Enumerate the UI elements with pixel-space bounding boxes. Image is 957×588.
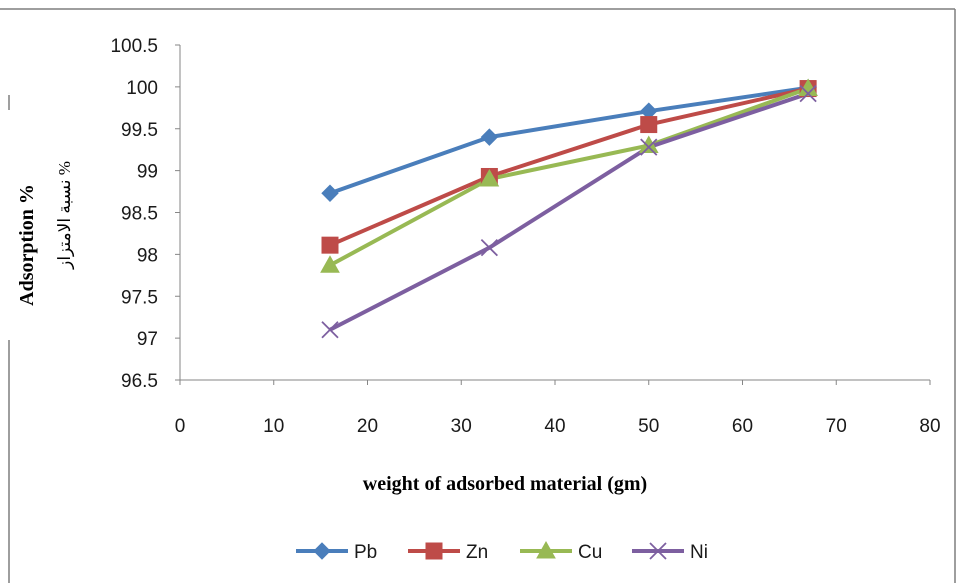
series-line-cu [329,86,809,268]
y-axis-title-arabic: نسبة الامتزاز % [55,161,75,270]
legend-label: Pb [354,542,377,563]
y-axis-title: Adsorption % [16,184,38,306]
data-point-zn [640,116,658,134]
series-line-zn [329,86,809,247]
legend-label: Cu [578,542,602,563]
data-point-ni [321,321,339,339]
legend-item-pb: Pb [296,542,377,563]
x-tick-label: 30 [451,416,472,437]
legend-item-zn: Zn [408,542,488,563]
data-point-cu [320,255,340,273]
y-tick-label: 98 [137,245,158,266]
x-tick-label: 0 [175,416,186,437]
x-tick-label: 50 [638,416,659,437]
x-axis-title: weight of adsorbed material (gm) [363,473,647,495]
y-tick-label: 100 [126,78,158,99]
series-line-ni [329,91,809,332]
legend-item-ni: Ni [632,542,708,563]
y-tick-label: 100.5 [110,36,158,57]
data-point-cu [638,135,659,153]
x-tick-label: 70 [826,416,847,437]
legend-item-cu: Cu [520,540,602,563]
x-tick-label: 10 [263,416,284,437]
legend-marker [649,542,667,560]
legend-label: Zn [466,542,488,563]
data-point-ni [640,138,658,156]
data-point-pb [480,128,499,146]
data-point-zn [321,236,339,254]
x-tick-label: 60 [732,416,753,437]
y-tick-label: 96.5 [121,371,158,392]
legend-label: Ni [690,542,708,563]
legend-marker [536,540,556,559]
data-point-cu [479,168,500,187]
data-point-ni [480,239,499,257]
data-point-pb [321,184,339,202]
series-line-pb [329,85,809,196]
data-point-cu [798,78,818,97]
y-tick-label: 99 [137,162,158,183]
y-tick-label: 97.5 [121,287,158,308]
legend-marker [313,542,331,560]
x-tick-label: 20 [357,416,378,437]
y-tick-label: 99.5 [121,120,158,141]
x-tick-label: 80 [919,416,940,437]
y-tick-label: 97 [137,329,158,350]
legend-marker [425,542,443,560]
y-tick-label: 98.5 [121,204,158,225]
data-point-ni [799,84,817,103]
x-tick-label: 40 [544,416,565,437]
